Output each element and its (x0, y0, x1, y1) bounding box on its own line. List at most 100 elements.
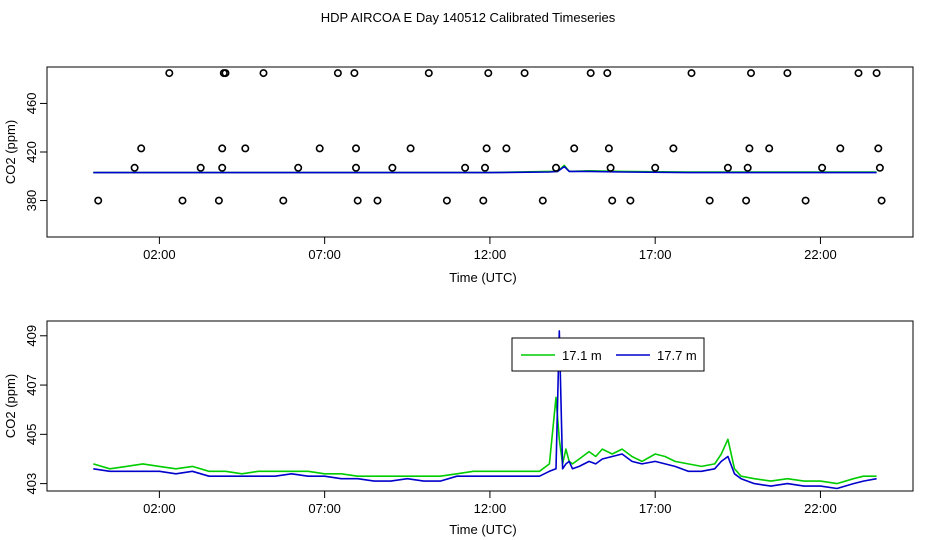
panel-top-calibration-point (742, 196, 751, 205)
panel-top-calibration-point (388, 163, 397, 172)
panel-top-calibration-point (130, 163, 139, 172)
panel-top-calibration-point (315, 144, 324, 153)
panel-top-calibration-point (294, 163, 303, 172)
panel-top-calibration-point (551, 163, 560, 172)
panel-top-calibration-point (484, 69, 493, 78)
panel-bottom-x-tick-label: 22:00 (804, 501, 837, 516)
panel-top-calibration-point (854, 69, 863, 78)
panel-top-calibration-point (606, 163, 615, 172)
panel-top-calibration-point (746, 69, 755, 78)
panel-top-calibration-point (520, 69, 529, 78)
panel-bottom: 02:00 07:00 12:00 17:00 22:00 403 405 407 409 T… (3, 320, 914, 537)
panel-top-calibration-point (872, 69, 881, 78)
panel-top-x-tick-label: 22:00 (804, 247, 837, 262)
panel-bottom-y-tick-label: 403 (24, 473, 39, 495)
panel-top-y-axis: 380 420 460 (24, 93, 48, 212)
panel-top-calibration-point (608, 196, 617, 205)
panel-top-x-tick-label: 12:00 (474, 247, 507, 262)
panel-bottom-y-tick-label: 409 (24, 325, 39, 347)
panel-top-calibration-point (743, 163, 752, 172)
panel-top-calibration-point (165, 69, 174, 78)
panel-top-y-label: CO2 (ppm) (3, 120, 18, 184)
panel-top-calibration-point (406, 144, 415, 153)
panel-bottom-y-label: CO2 (ppm) (3, 374, 18, 438)
panel-top-calibration-point (877, 196, 886, 205)
legend-label-17-7-m: 17.7 m (657, 348, 697, 363)
panel-bottom-series-line-2 (93, 330, 877, 490)
panel-top-calibration-point (669, 144, 678, 153)
panel-top-calibration-point (279, 196, 288, 205)
panel-top-calibration-point (626, 196, 635, 205)
panel-top-calibration-point (351, 144, 360, 153)
panel-top-calibration-point (214, 196, 223, 205)
panel-top-calibration-point (241, 144, 250, 153)
panel-top-calibration-point (801, 196, 810, 205)
panel-top-calibration-point (836, 144, 845, 153)
panel-top-calibration-point (482, 144, 491, 153)
panel-top-calibration-point (196, 163, 205, 172)
panel-bottom-x-tick-label: 17:00 (639, 501, 672, 516)
chart-title: HDP AIRCOA E Day 140512 Calibrated Times… (321, 10, 616, 25)
panel-top-calibration-point (570, 144, 579, 153)
panel-top-calibration-point (218, 163, 227, 172)
panel-top-calibration-point (723, 163, 732, 172)
panel-bottom-x-label: Time (UTC) (449, 522, 516, 537)
panel-bottom-x-tick-label: 07:00 (308, 501, 341, 516)
panel-top-calibration-point (604, 144, 613, 153)
panel-top-calibration-point (137, 144, 146, 153)
panel-top-calibration-point (818, 163, 827, 172)
panel-top-calibration-point (94, 196, 103, 205)
panel-top-calibration-point (178, 196, 187, 205)
panel-bottom-y-tick-label: 405 (24, 423, 39, 445)
panel-top-calibration-point (480, 163, 489, 172)
panel-top-calibration-point (353, 196, 362, 205)
panel-top-calibration-point (424, 69, 433, 78)
panel-bottom-x-tick-label: 12:00 (474, 501, 507, 516)
panel-top-calibration-point (651, 163, 660, 172)
panel-top-y-tick-label: 460 (24, 93, 39, 115)
panel-bottom-x-axis: 02:00 07:00 12:00 17:00 22:00 (143, 490, 837, 516)
panel-top-calibration-point (705, 196, 714, 205)
panel-bottom-x-tick-label: 02:00 (143, 501, 176, 516)
panel-top-calibration-point (221, 69, 230, 78)
panel-top-calibration-point (687, 69, 696, 78)
panel-bottom-y-axis: 403 405 407 409 (24, 325, 48, 495)
legend: 17.1 m 17.7 m (511, 337, 705, 372)
panel-top-calibration-point (442, 196, 451, 205)
panel-top-y-tick-label: 380 (24, 190, 39, 212)
panel-top-x-tick-label: 02:00 (143, 247, 176, 262)
panel-top-calibration-point (874, 144, 883, 153)
panel-top-calibration-point (875, 163, 884, 172)
panel-top-calibration-point (351, 163, 360, 172)
panel-top-frame (46, 66, 914, 238)
panel-top-calibration-point (538, 196, 547, 205)
panel-top: 02:00 07:00 12:00 17:00 22:00 380 420 460 Time… (3, 66, 914, 285)
panel-bottom-series (93, 330, 877, 490)
panel-top-calibration-point (745, 144, 754, 153)
panel-top-calibration-point (479, 196, 488, 205)
panel-top-calibration-point (218, 144, 227, 153)
panel-bottom-y-tick-label: 407 (24, 374, 39, 396)
panel-top-calibration-point (373, 196, 382, 205)
panel-top-x-axis: 02:00 07:00 12:00 17:00 22:00 (143, 236, 837, 262)
panel-top-calibration-points (94, 69, 886, 205)
panel-top-calibration-point (461, 163, 470, 172)
panel-top-x-tick-label: 07:00 (308, 247, 341, 262)
panel-top-calibration-point (502, 144, 511, 153)
legend-label-17-1-m: 17.1 m (562, 348, 602, 363)
panel-top-series-line-2 (93, 165, 877, 174)
panel-top-calibration-point (259, 69, 268, 78)
panel-bottom-series-line-1 (93, 396, 877, 485)
panel-top-y-tick-label: 420 (24, 141, 39, 163)
panel-top-calibration-point (783, 69, 792, 78)
panel-top-x-tick-label: 17:00 (639, 247, 672, 262)
panel-top-calibration-point (765, 144, 774, 153)
panel-top-calibration-point (350, 69, 359, 78)
panel-top-x-label: Time (UTC) (449, 270, 516, 285)
panel-top-calibration-point (586, 69, 595, 78)
panel-top-calibration-point (603, 69, 612, 78)
panel-top-series (93, 164, 877, 174)
panel-bottom-frame (46, 320, 914, 492)
